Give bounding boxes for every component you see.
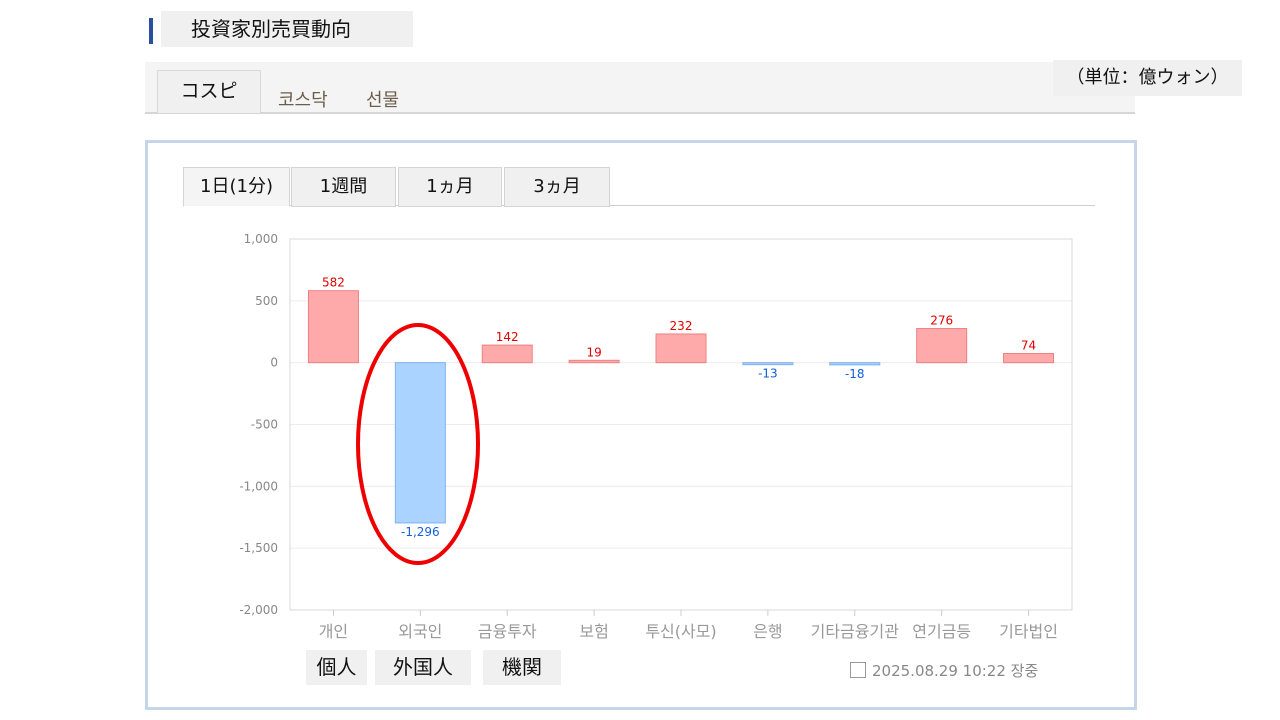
y-tick-label: -1,000 xyxy=(239,479,278,493)
tab-futures[interactable]: 선물 xyxy=(366,90,400,111)
y-tick-label: -500 xyxy=(251,418,278,432)
x-tick-label: 은행 xyxy=(753,622,782,641)
tab-1day[interactable]: 1日(1分) xyxy=(183,167,290,207)
x-tick-label: 보험 xyxy=(579,622,608,641)
x-tick-label: 연기금등 xyxy=(912,622,971,641)
x-tick-label: 기타금융기관 xyxy=(811,622,900,641)
data-label: 142 xyxy=(496,330,519,344)
x-tick-label: 투신(사모) xyxy=(645,622,716,641)
bar xyxy=(307,290,359,364)
bar xyxy=(742,362,794,366)
x-tick-label: 개인 xyxy=(319,622,348,641)
data-label: 232 xyxy=(670,319,693,333)
bar xyxy=(655,333,707,364)
period-tabs-divider xyxy=(183,205,1095,206)
data-label: 276 xyxy=(930,314,953,328)
legend-individual: 個人 xyxy=(306,650,367,685)
legend-foreign: 外国人 xyxy=(375,650,471,685)
data-label: 19 xyxy=(586,345,601,359)
x-tick-label: 외국인 xyxy=(398,622,442,641)
data-label: -1,296 xyxy=(401,525,440,539)
timestamp-text: 2025.08.29 10:22 장중 xyxy=(872,662,1039,680)
bar xyxy=(916,328,968,364)
market-tabs: コスピ 코스닥 선물 xyxy=(145,62,1135,114)
data-label: -13 xyxy=(758,366,778,380)
clock-calendar-icon xyxy=(850,662,866,678)
tab-kosdaq[interactable]: 코스닥 xyxy=(278,90,328,111)
timestamp: 2025.08.29 10:22 장중 xyxy=(850,660,1038,681)
page-title: 投資家別売買動向 xyxy=(161,11,413,47)
data-label: -18 xyxy=(845,367,865,381)
bar xyxy=(829,362,881,366)
y-tick-label: 0 xyxy=(270,356,278,370)
y-tick-label: -1,500 xyxy=(239,541,278,555)
unit-label: （単位：億ウォン） xyxy=(1053,60,1242,96)
x-tick-label: 금융투자 xyxy=(478,622,537,641)
legend-institution: 機関 xyxy=(483,650,561,685)
data-label: 582 xyxy=(322,276,345,290)
title-accent xyxy=(149,18,153,44)
bar xyxy=(394,362,446,524)
highlight-ellipse xyxy=(356,323,480,565)
tab-3month[interactable]: 3ヵ月 xyxy=(504,167,610,207)
x-tick-label: 기타법인 xyxy=(999,622,1058,641)
y-tick-label: 500 xyxy=(255,294,278,308)
bar xyxy=(1003,353,1055,364)
tab-kospi[interactable]: コスピ xyxy=(157,70,261,113)
bar xyxy=(481,344,533,364)
bar xyxy=(568,359,620,364)
y-tick-label: -2,000 xyxy=(239,603,278,617)
data-label: 74 xyxy=(1021,339,1036,353)
tab-1week[interactable]: 1週間 xyxy=(291,167,396,207)
y-tick-label: 1,000 xyxy=(244,232,278,246)
tab-1month[interactable]: 1ヵ月 xyxy=(398,167,502,207)
